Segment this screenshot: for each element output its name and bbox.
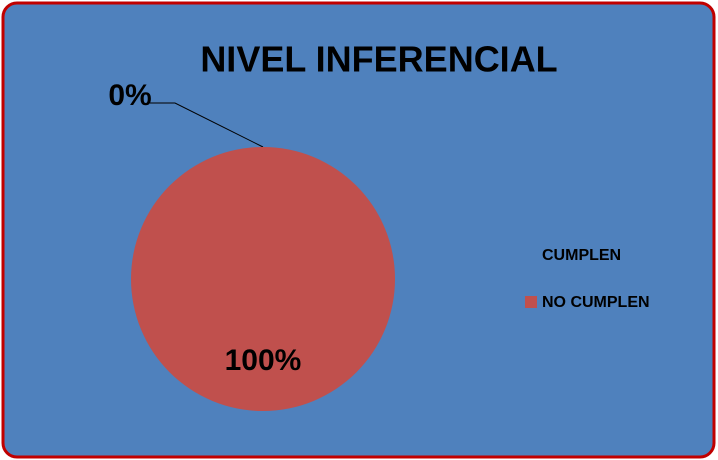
legend-swatch [525,296,537,308]
data-label: 0% [108,79,151,112]
chart-title: NIVEL INFERENCIAL [200,39,557,80]
leader-line [150,102,264,148]
data-label: 100% [225,344,302,377]
legend-label: NO CUMPLEN [542,294,650,311]
pie-slice [131,147,395,411]
legend-label: CUMPLEN [542,247,621,264]
legend-swatch [525,249,537,261]
